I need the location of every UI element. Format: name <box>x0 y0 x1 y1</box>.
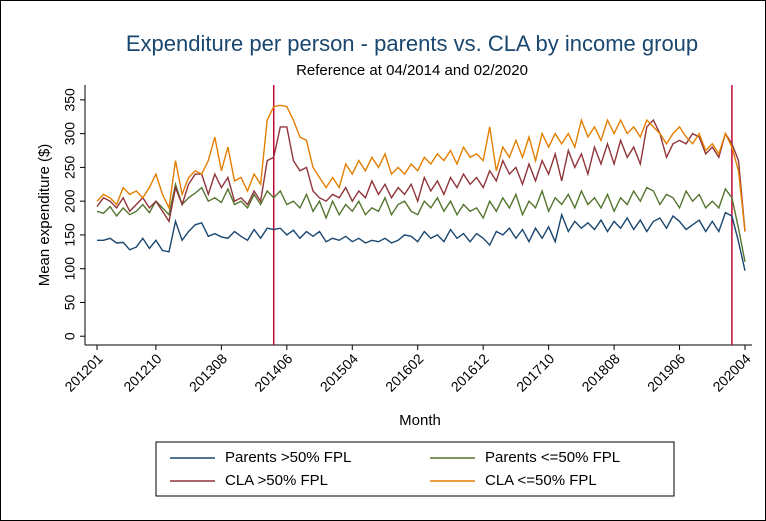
legend-label: CLA <=50% FPL <box>485 472 597 489</box>
y-tick-label: 200 <box>62 189 78 213</box>
y-tick-label: 100 <box>62 257 78 281</box>
legend-label: CLA >50% FPL <box>225 472 328 489</box>
y-tick-label: 0 <box>62 332 78 340</box>
y-axis-title: Mean expenditure ($) <box>36 144 53 287</box>
series-line <box>96 118 746 232</box>
series-line <box>96 181 746 263</box>
legend-label: Parents >50% FPL <box>225 449 351 466</box>
chart-subtitle: Reference at 04/2014 and 02/2020 <box>296 62 528 79</box>
y-tick-label: 350 <box>62 88 78 112</box>
chart-title: Expenditure per person - parents vs. CLA… <box>126 31 698 56</box>
y-tick-label: 250 <box>62 155 78 179</box>
y-tick-label: 300 <box>62 122 78 146</box>
y-tick-label: 50 <box>62 294 78 310</box>
x-axis-title: Month <box>399 412 441 429</box>
series-line <box>97 211 746 271</box>
series-line <box>96 104 746 232</box>
legend-label: Parents <=50% FPL <box>485 449 620 466</box>
y-tick-label: 150 <box>62 223 78 247</box>
legend <box>155 441 675 497</box>
